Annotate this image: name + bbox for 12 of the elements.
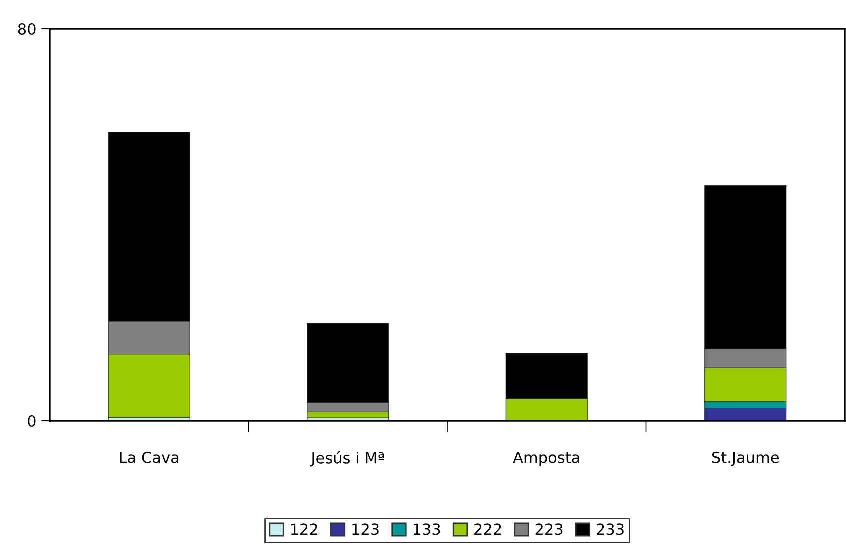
legend-label: 133: [414, 524, 440, 536]
legend-label: 222: [474, 524, 502, 535]
x-tick-label: St.Jaume: [712, 452, 779, 466]
y-tick-label: 0: [28, 415, 36, 428]
legend-label: 223: [536, 524, 563, 536]
x-tick-label: Jesús i Mª: [310, 451, 384, 467]
y-tick-label: 80: [18, 23, 36, 36]
legend-label: 122: [291, 524, 318, 535]
legend-label: 233: [597, 524, 624, 536]
x-tick-label: La Cava: [120, 452, 179, 464]
x-tick-label: Amposta: [513, 452, 580, 466]
legend-label: 123: [352, 524, 379, 536]
